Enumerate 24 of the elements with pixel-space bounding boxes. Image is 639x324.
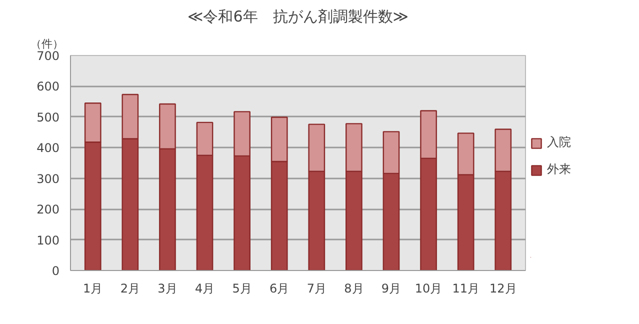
y-tick-label: 500: [36, 110, 60, 124]
y-tick-label: 100: [36, 233, 60, 248]
x-tick-label: 10月: [414, 282, 442, 296]
x-tick-label: 11月: [452, 282, 480, 296]
x-tick-label: 7月: [306, 282, 326, 296]
y-tick-label: 600: [36, 80, 60, 94]
legend-label: 入院: [547, 134, 571, 151]
y-tick-label: 0: [52, 264, 60, 278]
chart-title: ≪令和6年 抗がん剤調製件数≫: [188, 8, 408, 26]
x-tick-label: 9月: [381, 282, 402, 296]
y-tick-label: 400: [36, 141, 60, 156]
legend-label: 外来: [547, 161, 571, 178]
y-axis-title: （件）: [30, 38, 64, 50]
x-tick-label: 1月: [83, 282, 103, 296]
x-tick-label: 4月: [194, 282, 215, 296]
x-tick-label: 8月: [344, 282, 364, 296]
x-tick-label: 12月: [489, 282, 517, 296]
x-tick-label: 6月: [270, 282, 290, 296]
x-tick-label: 3月: [158, 282, 178, 296]
y-tick-label: 200: [36, 202, 60, 217]
y-tick-label: 700: [36, 49, 60, 63]
y-tick-label: 300: [36, 172, 60, 186]
x-tick-label: 2月: [120, 282, 140, 296]
x-tick-label: 5月: [232, 282, 252, 296]
